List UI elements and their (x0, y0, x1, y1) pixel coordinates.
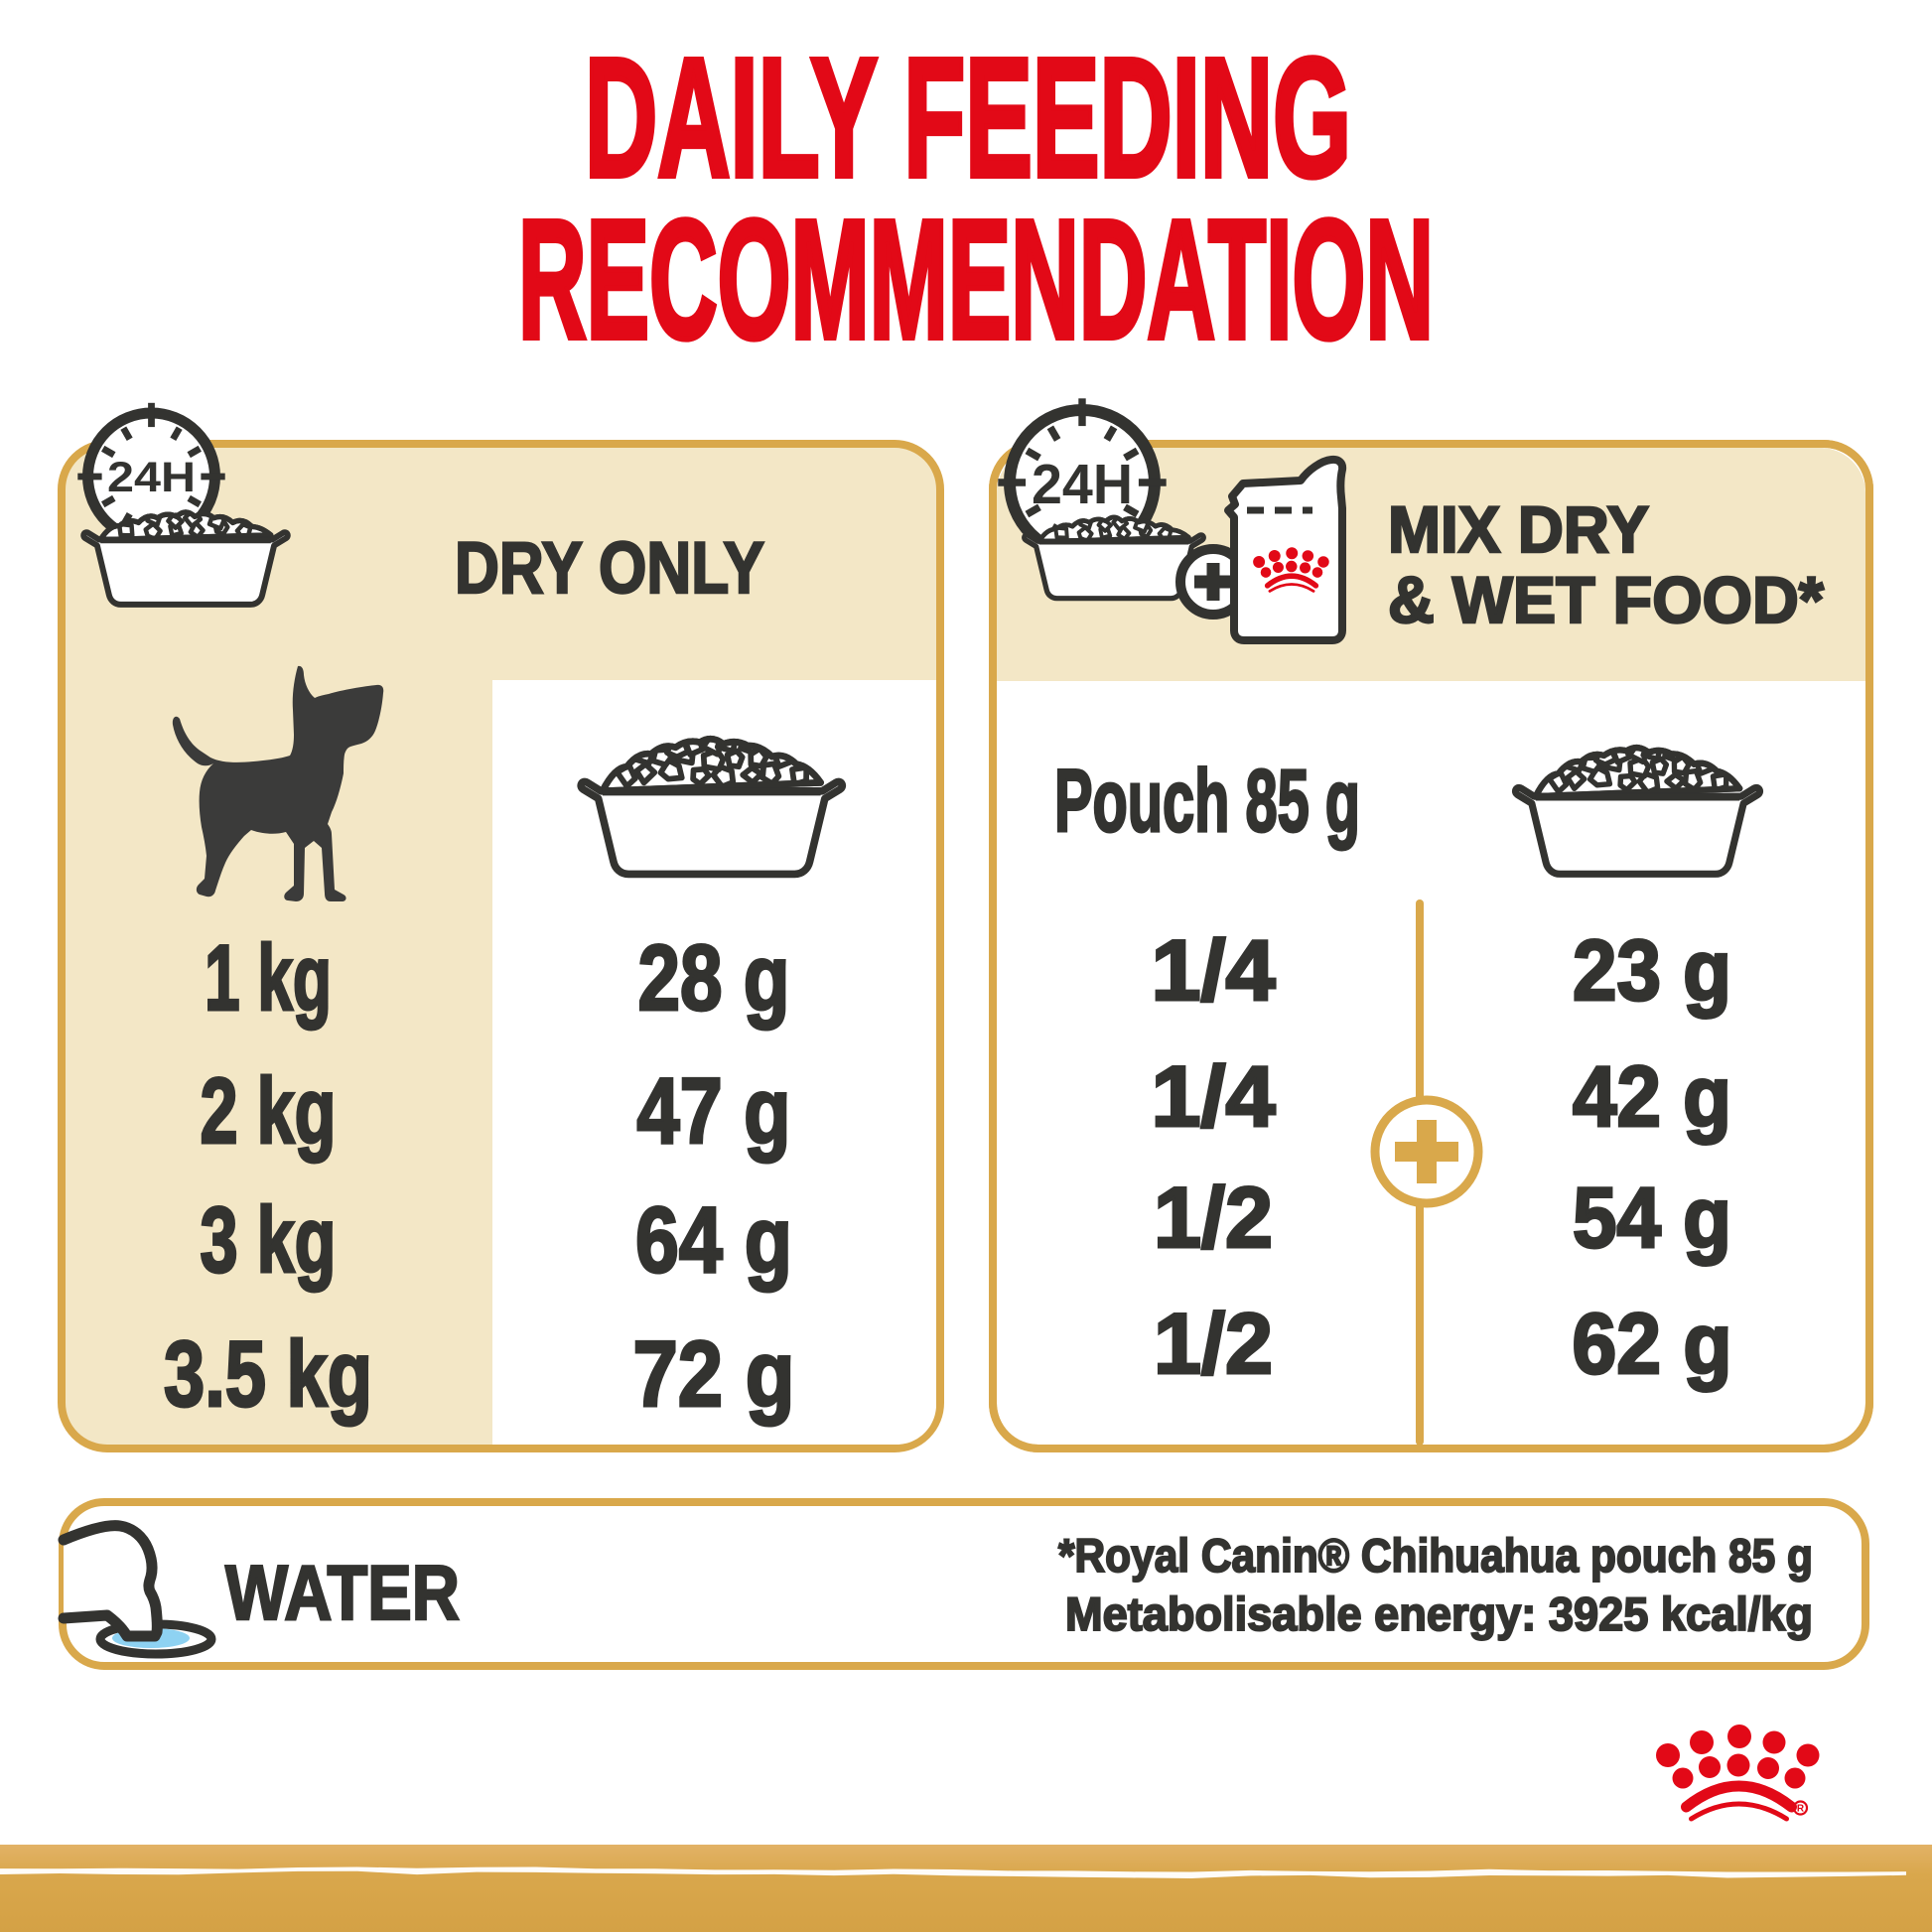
svg-text:1/2: 1/2 (1154, 1297, 1273, 1392)
svg-text:RECOMMENDATION: RECOMMENDATION (518, 186, 1434, 374)
svg-text:MIX DRY: MIX DRY (1388, 492, 1649, 566)
svg-text:WATER: WATER (225, 1549, 460, 1636)
svg-text:DAILY FEEDING: DAILY FEEDING (585, 24, 1351, 212)
svg-text:1/4: 1/4 (1152, 1049, 1276, 1145)
svg-text:1/4: 1/4 (1152, 923, 1276, 1019)
svg-text:Metabolisable energy: 3925 kca: Metabolisable energy: 3925 kcal/kg (1065, 1587, 1813, 1640)
svg-text:& WET FOOD*: & WET FOOD* (1388, 563, 1824, 636)
svg-text:72 g: 72 g (633, 1321, 795, 1426)
svg-text:Pouch 85 g: Pouch 85 g (1054, 751, 1360, 850)
svg-text:1/2: 1/2 (1154, 1171, 1273, 1266)
svg-text:42 g: 42 g (1573, 1049, 1731, 1145)
svg-text:47 g: 47 g (637, 1058, 791, 1163)
svg-text:2 kg: 2 kg (201, 1058, 337, 1163)
svg-text:3.5 kg: 3.5 kg (164, 1321, 372, 1426)
svg-text:3 kg: 3 kg (201, 1187, 337, 1292)
svg-text:DRY ONLY: DRY ONLY (455, 528, 764, 609)
svg-text:23 g: 23 g (1573, 923, 1731, 1019)
svg-text:62 g: 62 g (1573, 1297, 1732, 1392)
svg-text:54 g: 54 g (1573, 1171, 1731, 1266)
svg-text:1 kg: 1 kg (205, 925, 332, 1030)
svg-text:64 g: 64 g (635, 1187, 792, 1292)
svg-text:28 g: 28 g (638, 925, 790, 1030)
svg-text:*Royal Canin® Chihuahua pouch: *Royal Canin® Chihuahua pouch 85 g (1058, 1529, 1813, 1582)
